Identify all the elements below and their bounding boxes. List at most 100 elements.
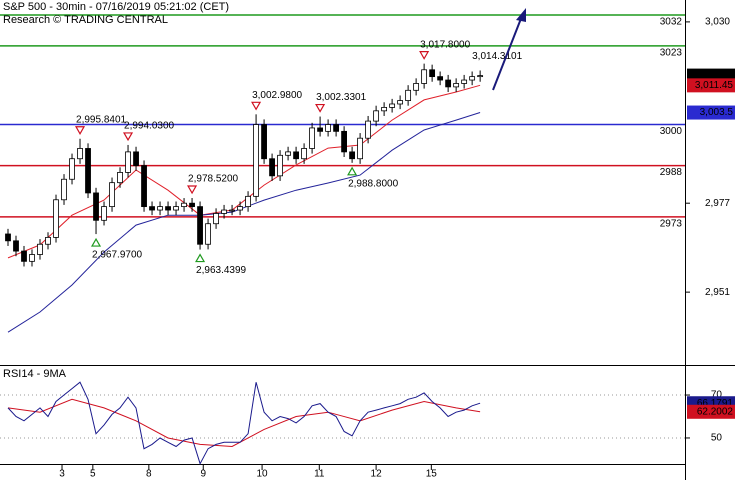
high-marker [251,101,262,111]
chart-title: S&P 500 - 30min - 07/16/2019 05:21:02 (C… [3,1,229,13]
high-label: 3,002.3301 [316,92,366,103]
x-tick-label: 5 [90,469,96,480]
candle-body [285,151,291,156]
candle-body [13,240,19,252]
candle-body [429,69,436,78]
candle-body [437,76,444,81]
candle-body [205,223,211,245]
candle-body [37,243,43,255]
y-tick-label: 50 [711,433,723,444]
candle-body [45,237,51,245]
indicator-tag-label: 66.1791 [697,398,734,409]
high-marker [74,126,86,135]
candle-body [197,206,203,245]
x-tick-label: 3 [59,469,65,480]
indicator-tag-label: 62.2002 [697,406,734,417]
candle-body [333,124,339,132]
low-marker [90,237,102,247]
low-label: 2,967.9700 [92,250,142,261]
level-label: 2973 [660,219,683,230]
candle-body [381,107,388,112]
candle-body [373,110,380,122]
candle-body [221,209,227,214]
candle-body [117,172,123,184]
candle-body [133,151,139,166]
price-tag-label: 3,011.45 [695,80,734,91]
candle-body [181,202,187,208]
candle-body [349,151,356,160]
candle-body [317,127,323,132]
candle-body [189,202,195,208]
candle-body [77,148,83,160]
candle-body [365,120,372,139]
candle-body [237,206,243,211]
candle-body [229,209,235,212]
candle-body [341,130,348,153]
candle-body [293,151,299,160]
candle-body [325,124,331,132]
candle-body [125,151,131,173]
candle-body [109,182,115,208]
candle-body [389,103,396,108]
rsi-panel [0,381,685,465]
candle-body [213,213,219,225]
candle-body [141,165,147,208]
x-tick-label: 12 [371,469,383,480]
candle-body [277,154,283,177]
candle-body [309,127,315,149]
high-marker [419,51,430,60]
projection-arrow [492,15,523,91]
y-tick-label: 70 [711,390,723,401]
candle-body [5,233,11,242]
y-tick-label: 3,030 [705,17,730,28]
candle-body [301,148,307,160]
candle-body [101,206,107,221]
level-label: 3000 [660,126,683,137]
candle-body [85,148,91,194]
price-panel: 3032 3023 3000 2988 2973 2,995.84012,994.0300… [0,14,685,333]
level-label: 3032 [660,17,683,28]
high-marker [123,132,134,142]
low-label: 2,963.4399 [196,265,246,276]
candle-body [357,137,364,160]
x-tick-label: 11 [314,469,325,480]
candle-body [93,192,99,221]
candle-body [477,75,484,78]
candle-body [53,199,59,238]
rsi-line [7,381,481,465]
candle-body [461,79,468,84]
indicator-title: RSI14 - 9MA [3,368,67,380]
annotation-label: 3,014.3101 [472,51,522,62]
candle-body [445,79,452,88]
candle-body [149,206,155,211]
projection-arrow-head [516,8,526,22]
candle-body [253,124,259,197]
candle-body [29,254,35,262]
candle-body [397,100,404,105]
candle-body [173,206,179,211]
level-label: 2988 [660,167,683,178]
candle-body [245,195,251,208]
candle-body [165,206,171,211]
x-tick-label: 10 [257,469,269,480]
high-marker [187,185,198,195]
candle-body [21,250,27,262]
price-tag [687,105,735,120]
x-tick-label: 9 [200,469,206,480]
low-marker [195,253,206,263]
candle-body [453,83,460,88]
level-label: 3023 [660,47,683,58]
rsi-ma-line [7,398,481,448]
price-tag-label: 3,003.5 [700,107,734,118]
high-marker [315,103,326,113]
x-tick-label: 15 [426,469,438,480]
x-tick-label: 8 [146,469,152,480]
chart-subtitle: Research © TRADING CENTRAL [3,14,168,26]
candle-body [157,206,163,211]
candle-body [421,69,428,84]
candle-body [61,178,67,201]
candle-body [261,124,267,160]
